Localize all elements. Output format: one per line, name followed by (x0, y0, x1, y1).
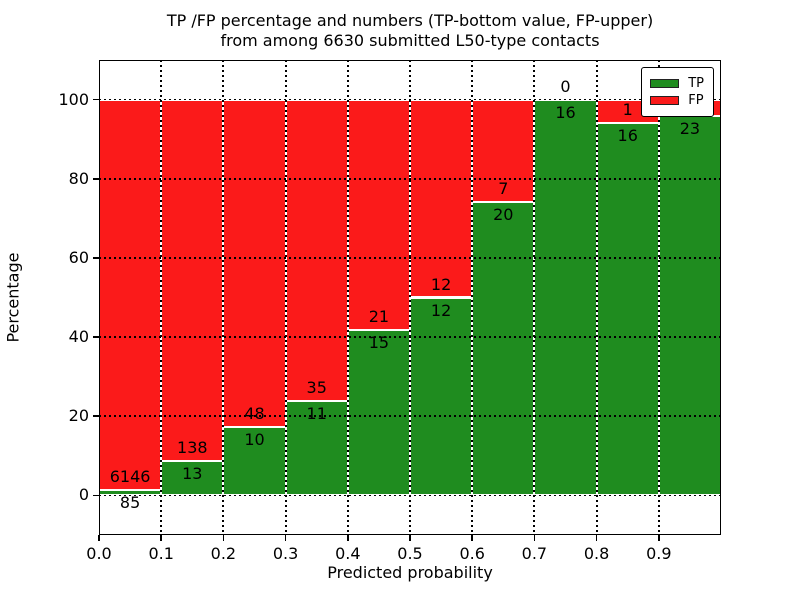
y-tick-label: 80 (68, 168, 89, 188)
tp-count-label: 10 (244, 430, 265, 450)
gridline-horizontal (99, 98, 721, 101)
x-tick-mark (658, 535, 660, 541)
gridline-vertical (346, 60, 349, 535)
x-tick-label: 0.4 (335, 544, 361, 563)
x-tick-label: 0.8 (583, 544, 610, 563)
gridline-vertical (222, 60, 225, 535)
bar-segment-fp (285, 99, 348, 401)
tp-count-label: 13 (182, 464, 203, 484)
y-tick-mark (93, 336, 99, 338)
tp-count-label: 16 (617, 125, 638, 145)
chart-title-line1: TP /FP percentage and numbers (TP-bottom… (166, 11, 654, 30)
y-tick-mark (93, 177, 99, 180)
bar-segment-tp (347, 330, 410, 496)
fp-count-label: 1 (622, 99, 633, 119)
gridline-horizontal (99, 494, 721, 497)
x-tick-mark (533, 535, 536, 541)
x-tick-mark (222, 535, 225, 541)
y-tick-mark (93, 98, 99, 101)
x-tick-mark (160, 535, 162, 541)
x-tick-label: 0.5 (397, 544, 423, 563)
x-tick-mark (409, 535, 411, 541)
x-tick-mark (284, 535, 287, 541)
fp-count-label: 12 (430, 274, 452, 294)
x-tick-mark (98, 535, 100, 541)
tp-count-label: 16 (555, 102, 576, 122)
gridline-horizontal (99, 415, 721, 418)
chart-title-line2: from among 6630 submitted L50-type conta… (220, 31, 600, 50)
tp-count-label: 20 (493, 205, 514, 225)
fp-count-label: 21 (368, 307, 390, 327)
legend-label-fp: FP (688, 93, 704, 108)
x-tick-label: 0.0 (86, 544, 112, 563)
y-tick-label: 100 (58, 89, 89, 109)
y-tick-mark (93, 494, 99, 497)
legend-item-fp: FP (650, 92, 704, 109)
tp-count-label: 11 (306, 403, 327, 423)
gridline-vertical (284, 60, 287, 535)
plot-area: 614685138134810351121151212720016116123 … (99, 60, 721, 535)
gridline-vertical (471, 60, 474, 535)
fp-count-label: 6146 (109, 467, 151, 487)
x-tick-label: 0.1 (148, 544, 174, 563)
y-tick-mark (93, 415, 99, 418)
bar-segment-tp (534, 99, 597, 496)
x-tick-label: 0.9 (646, 544, 672, 563)
y-tick-label: 20 (68, 406, 89, 426)
x-tick-label: 0.6 (459, 544, 485, 563)
bar-segment-tp (658, 116, 721, 496)
bar-segment-fp (99, 99, 162, 490)
tp-count-label: 85 (119, 493, 141, 513)
fp-count-label: 35 (306, 377, 327, 397)
tp-count-label: 23 (679, 119, 701, 139)
gridline-horizontal (99, 177, 721, 180)
legend-label-tp: TP (688, 76, 704, 91)
fp-count-label: 7 (498, 179, 509, 199)
gridline-vertical (533, 60, 536, 535)
bar-segment-fp (410, 99, 473, 298)
x-tick-mark (595, 535, 598, 541)
y-axis-label: Percentage (3, 252, 23, 343)
bar-segment-fp (347, 99, 410, 331)
gridline-vertical (657, 60, 660, 535)
bar-segment-tp (472, 202, 535, 496)
gridline-horizontal (99, 336, 721, 338)
gridline-vertical (409, 60, 411, 535)
x-tick-label: 0.2 (210, 544, 237, 563)
legend: TP FP (641, 67, 714, 117)
fp-count-label: 138 (177, 438, 208, 458)
y-tick-label: 40 (68, 327, 89, 347)
bar-segment-tp (596, 122, 659, 496)
tp-count-label: 12 (430, 300, 452, 320)
gridline-vertical (595, 60, 598, 535)
y-tick-mark (93, 257, 99, 259)
bar-segment-fp (472, 99, 535, 203)
gridline-vertical (160, 60, 163, 535)
x-tick-mark (347, 535, 349, 541)
gridline-horizontal (99, 257, 721, 259)
fp-color-swatch (650, 96, 680, 105)
legend-item-tp: TP (650, 75, 704, 92)
tp-color-swatch (650, 79, 680, 88)
x-tick-label: 0.3 (272, 544, 299, 563)
y-tick-label: 60 (68, 247, 89, 267)
fp-count-label: 0 (560, 76, 571, 96)
fp-count-label: 48 (244, 404, 265, 424)
bar-segment-fp (161, 99, 224, 462)
bar-segment-tp (410, 297, 473, 496)
x-tick-label: 0.7 (521, 544, 548, 563)
x-tick-mark (471, 535, 473, 541)
bar-segment-fp (223, 99, 286, 428)
x-axis-label: Predicted probability (327, 563, 493, 582)
y-tick-label: 0 (78, 485, 89, 505)
tp-count-label: 15 (368, 333, 390, 353)
